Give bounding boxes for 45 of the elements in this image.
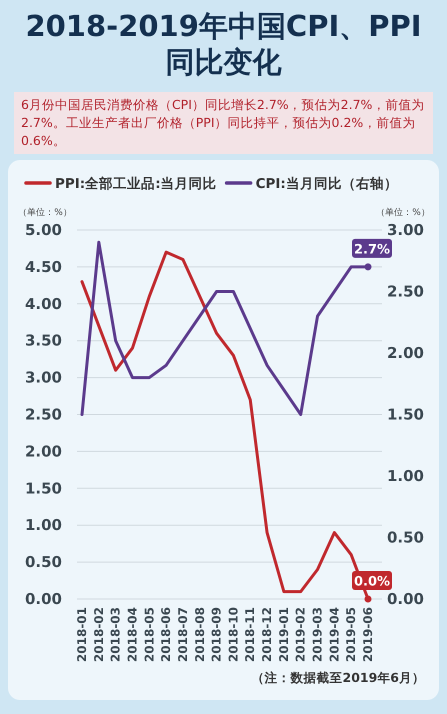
x-tick-label: 2018-06 bbox=[159, 607, 174, 662]
y-tick-label: 3.50 bbox=[24, 332, 62, 350]
x-tick-label: 2018-02 bbox=[92, 607, 106, 662]
y-tick-label: 2.50 bbox=[24, 406, 62, 424]
y-tick-label: 5.00 bbox=[24, 221, 62, 239]
y-tick-label: 1.00 bbox=[24, 516, 62, 534]
x-tick-label: 2018-08 bbox=[192, 607, 207, 662]
y2-axis-title: （单位：%） bbox=[376, 207, 430, 218]
x-tick-label: 2018-07 bbox=[176, 607, 190, 662]
x-tick-label: 2019-06 bbox=[361, 607, 375, 662]
chart-subtitle: 6月份中国居民消费价格（CPI）同比增长2.7%，预估为2.7%，前值为2.7%。工业生产者出厂价格（PPI）同比持平，预估为0.2%，前值为0.6%。 bbox=[14, 92, 433, 154]
y-tick-label: 4.00 bbox=[24, 294, 62, 313]
y-tick-label: 2.00 bbox=[24, 442, 62, 460]
y2-tick-label: 2.00 bbox=[386, 344, 424, 362]
x-tick-label: 2018-03 bbox=[108, 607, 123, 662]
y-tick-label: 3.00 bbox=[24, 368, 62, 387]
x-tick-label: 2019-05 bbox=[344, 607, 358, 662]
x-tick-label: 2019-04 bbox=[327, 607, 342, 662]
y2-tick-label: 0.50 bbox=[386, 528, 424, 546]
x-tick-label: 2018-11 bbox=[243, 607, 258, 662]
x-tick-label: 2019-01 bbox=[276, 607, 291, 662]
x-tick-label: 2018-12 bbox=[260, 607, 274, 662]
legend-label: PPI:全部工业品:当月同比 bbox=[55, 175, 217, 192]
y-tick-label: 0.50 bbox=[24, 553, 62, 572]
y2-tick-label: 2.50 bbox=[386, 282, 424, 300]
y2-tick-label: 1.50 bbox=[386, 406, 424, 424]
data-label: 2.7% bbox=[354, 242, 390, 258]
x-tick-label: 2018-10 bbox=[226, 607, 240, 662]
x-tick-label: 2018-04 bbox=[125, 607, 140, 662]
y-tick-label: 1.50 bbox=[24, 479, 62, 498]
y2-tick-label: 3.00 bbox=[386, 221, 424, 239]
y2-tick-label: 0.00 bbox=[386, 590, 424, 608]
y-tick-label: 0.00 bbox=[24, 590, 62, 608]
x-tick-label: 2018-01 bbox=[75, 607, 89, 662]
legend-label: CPI:当月同比（右轴） bbox=[256, 176, 398, 192]
chart-title: 2018-2019年中国CPI、PPI同比变化 bbox=[24, 8, 423, 80]
x-tick-label: 2019-03 bbox=[310, 607, 325, 662]
x-tick-label: 2018-05 bbox=[142, 607, 156, 662]
text: （注：数据截至2019年6月） bbox=[252, 670, 425, 685]
data-label: 0.0% bbox=[354, 574, 390, 590]
x-tick-label: 2019-02 bbox=[294, 607, 308, 662]
y-axis-title: （单位：%） bbox=[18, 207, 72, 218]
x-tick-label: 2018-09 bbox=[210, 607, 224, 662]
y-tick-label: 4.50 bbox=[24, 258, 62, 276]
y2-tick-label: 1.00 bbox=[386, 467, 424, 485]
